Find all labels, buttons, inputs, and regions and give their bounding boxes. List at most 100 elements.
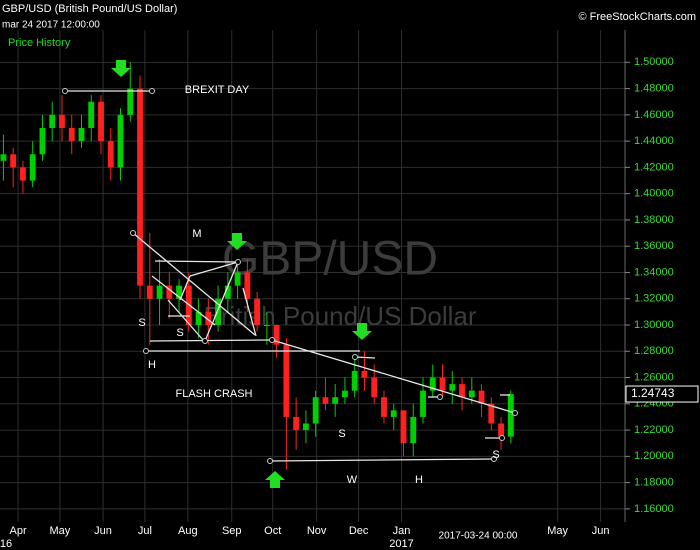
candle-body (478, 390, 485, 404)
candle-body (302, 423, 309, 431)
y-tick-label: 1.36000 (634, 240, 674, 252)
trend-line (354, 356, 376, 359)
annotation: M (192, 228, 201, 240)
candle-body (390, 410, 397, 417)
anchor (267, 458, 273, 464)
annotation: BREXIT DAY (185, 84, 250, 96)
candle-body (107, 141, 114, 168)
candle-body (273, 324, 280, 345)
y-tick-label: 1.30000 (634, 319, 674, 331)
annotation: H (415, 474, 423, 486)
candle-body (117, 114, 124, 168)
trend-line (179, 275, 191, 301)
x-tick-label: Nov (307, 525, 327, 537)
candle-body (283, 344, 290, 417)
watermark: GBP/USD (222, 233, 438, 286)
candle-body (137, 88, 143, 286)
x-tick-label: Jul (138, 525, 152, 537)
candle-body (20, 167, 26, 181)
candle-body (351, 370, 358, 391)
candle-body (342, 390, 348, 398)
subtitle: mar 24 2017 12:00:00 (2, 20, 100, 31)
candle-body (293, 416, 300, 431)
y-tick-label: 1.34000 (634, 266, 674, 278)
x-tick-label: Jan (393, 525, 411, 537)
annotation: S (138, 317, 145, 329)
down-arrow (352, 323, 372, 340)
anchor (269, 337, 275, 343)
candle-body (381, 397, 387, 417)
candle-body (156, 285, 163, 299)
candle-body (263, 324, 270, 326)
candle-body (468, 390, 475, 398)
x-tick-label: Dec (349, 525, 369, 537)
candle-body (234, 272, 241, 286)
anchor (437, 394, 443, 400)
anchor (512, 410, 518, 416)
annotation: S (176, 327, 183, 339)
last-price-box (625, 385, 699, 403)
candle-body (312, 397, 319, 424)
candle-body (507, 394, 514, 437)
y-tick-label: 1.32000 (634, 293, 674, 305)
candle-body (498, 423, 505, 437)
source: © FreeStockCharts.com (578, 11, 696, 23)
candle-body (205, 311, 212, 325)
candle-body (488, 403, 495, 424)
axes: 1.160001.180001.200001.220001.240001.260… (0, 56, 699, 550)
up-arrow (265, 471, 285, 488)
x-tick-label: Sep (222, 525, 242, 537)
trend-line (269, 458, 495, 462)
candle-body (166, 285, 173, 299)
y-tick-label: 1.28000 (634, 345, 674, 357)
y-tick-label: 1.18000 (634, 477, 674, 489)
last-price-label: 1.24743 (631, 386, 675, 400)
candle-body (215, 298, 222, 325)
candle-body (449, 384, 456, 391)
y-tick-label: 1.16000 (634, 503, 674, 515)
anchor (143, 348, 149, 354)
anchor (62, 88, 68, 94)
candle-body (420, 390, 426, 417)
annotations: BREXIT DAY M S S H FLASH CRASH S W H S (138, 84, 499, 486)
down-arrow (111, 60, 131, 77)
watermark: British Pound/US Dollar (203, 301, 476, 331)
candle-body (39, 127, 46, 155)
anchor (149, 88, 155, 94)
y-tick-label: 1.26000 (634, 371, 674, 383)
trend-line (189, 261, 239, 277)
candle-body (410, 416, 417, 444)
trend-line (149, 339, 273, 342)
candle-body (400, 410, 407, 444)
y-tick-label: 1.50000 (634, 56, 674, 68)
trend-line (151, 275, 216, 326)
y-tick-label: 1.42000 (634, 161, 674, 173)
candle-body (459, 384, 465, 398)
anchor (499, 435, 505, 441)
y-tick-label: 1.38000 (634, 214, 674, 226)
candle-body (371, 377, 378, 398)
candle-body (59, 114, 65, 128)
annotation: S (492, 449, 499, 461)
x-tick-label: Apr (9, 525, 26, 537)
drawings (62, 60, 518, 488)
cursor-label: 2017-03-24 00:00 (439, 531, 518, 542)
candle-body (146, 285, 153, 299)
candle-body (68, 127, 75, 142)
annotation: W (347, 474, 358, 486)
anchor (235, 259, 241, 265)
annotation: S (338, 428, 345, 440)
annotation: H (148, 359, 156, 371)
x-tick-label: Jun (94, 525, 112, 537)
candle-body (78, 127, 85, 142)
down-arrow (227, 233, 247, 250)
candle-body (98, 101, 104, 142)
candle-body (361, 370, 368, 378)
candle-body (29, 154, 36, 181)
candle-body (0, 154, 7, 161)
candle-body (439, 377, 446, 391)
trend-line (167, 299, 205, 342)
grid (0, 30, 625, 522)
y-tick-label: 1.46000 (634, 109, 674, 121)
candle-body (244, 272, 251, 299)
